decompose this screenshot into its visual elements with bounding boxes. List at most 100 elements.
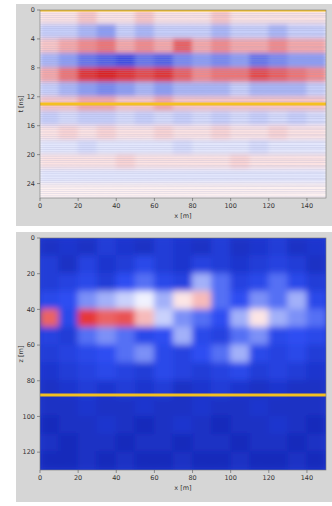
cell	[116, 273, 136, 292]
trace-texture	[40, 70, 326, 72]
trace-texture	[40, 90, 326, 91]
y-tick	[37, 183, 40, 184]
cell	[97, 125, 117, 140]
cell	[211, 38, 231, 53]
cell	[249, 273, 269, 292]
cell	[230, 345, 250, 364]
cell	[287, 238, 307, 256]
trace-texture	[40, 57, 326, 58]
cell	[268, 345, 288, 364]
y-tick-label: 100	[23, 413, 35, 421]
cell	[40, 273, 60, 292]
cell	[154, 67, 174, 82]
cell	[97, 309, 117, 328]
cell	[135, 125, 155, 140]
trace-texture	[40, 103, 326, 104]
cell	[59, 434, 79, 453]
figure: 02040608010012014004812162024x [m]t [ns]…	[0, 0, 332, 506]
trace-texture	[40, 140, 326, 141]
cell	[306, 169, 326, 184]
cell	[40, 327, 60, 346]
cell	[287, 38, 307, 53]
trace-texture	[40, 41, 326, 42]
cell	[116, 255, 136, 274]
trace-texture	[40, 114, 326, 116]
trace-texture	[40, 169, 326, 170]
cell	[192, 434, 212, 453]
cell	[78, 82, 98, 97]
cell	[192, 255, 212, 274]
x-tick	[192, 198, 193, 201]
trace-texture	[40, 72, 326, 73]
cell	[173, 154, 193, 169]
cell	[116, 345, 136, 364]
plot-area	[40, 10, 326, 198]
cell	[306, 434, 326, 453]
y-tick	[37, 416, 40, 417]
x-tick	[40, 470, 41, 473]
cell	[40, 345, 60, 364]
x-tick	[192, 470, 193, 473]
trace-texture	[40, 158, 326, 160]
trace-texture	[40, 145, 326, 146]
y-tick	[37, 67, 40, 68]
cell	[306, 154, 326, 169]
trace-texture	[40, 151, 326, 153]
cell	[173, 169, 193, 184]
trace-texture	[40, 147, 326, 148]
cell	[59, 291, 79, 310]
cell	[97, 345, 117, 364]
cell	[135, 24, 155, 39]
cell	[135, 38, 155, 53]
cell	[268, 327, 288, 346]
cell	[154, 125, 174, 140]
x-tick	[78, 470, 79, 473]
x-tick	[116, 470, 117, 473]
cell	[78, 255, 98, 274]
cell	[78, 416, 98, 435]
trace-texture	[40, 162, 326, 163]
cell	[192, 238, 212, 256]
cell	[268, 10, 288, 25]
cell	[249, 125, 269, 140]
x-tick	[268, 470, 269, 473]
y-axis-title: t [ns]	[17, 95, 25, 112]
cell	[230, 362, 250, 381]
cell	[230, 452, 250, 470]
plot-area	[40, 238, 326, 470]
y-tick-label: 16	[27, 122, 35, 130]
cell	[40, 362, 60, 381]
cell	[97, 67, 117, 82]
trace-texture	[40, 166, 326, 167]
cell	[287, 309, 307, 328]
x-tick-label: 80	[188, 474, 196, 482]
cell	[59, 398, 79, 417]
cell	[116, 327, 136, 346]
cell	[306, 291, 326, 310]
cell	[97, 111, 117, 126]
cell	[211, 309, 231, 328]
cell	[173, 345, 193, 364]
cell	[192, 125, 212, 140]
cell	[173, 398, 193, 417]
y-axis-title: z [m]	[17, 346, 25, 363]
trace-texture	[40, 65, 326, 66]
cell	[211, 125, 231, 140]
cell	[173, 67, 193, 82]
y-tick	[37, 452, 40, 453]
cell	[116, 362, 136, 381]
cell	[211, 238, 231, 256]
y-tick-label: 60	[27, 341, 35, 349]
cell	[211, 416, 231, 435]
x-tick-label: 80	[188, 202, 196, 210]
x-tick-label: 120	[263, 474, 275, 482]
cell	[154, 24, 174, 39]
y-tick-label: 24	[27, 180, 35, 188]
cell	[59, 169, 79, 184]
cell	[249, 67, 269, 82]
cell	[40, 238, 60, 256]
trace-texture	[40, 85, 326, 86]
trace-texture	[40, 105, 326, 107]
cells	[40, 10, 326, 198]
x-tick	[230, 198, 231, 201]
